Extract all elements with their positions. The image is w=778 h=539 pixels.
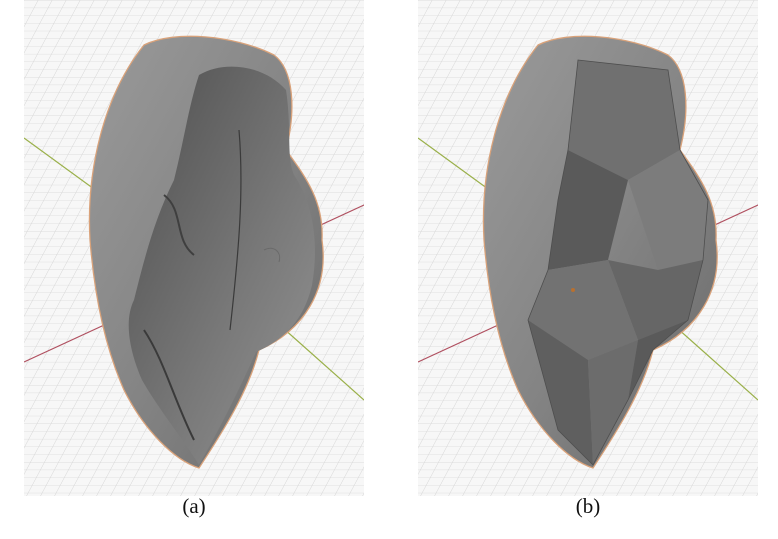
- panel-a-viewport: [24, 0, 364, 496]
- mesh-flat-cut-surface: [527, 59, 709, 466]
- caption-b: (b): [575, 494, 601, 518]
- mesh-cut-surface: [128, 66, 315, 465]
- panel-b-viewport: [418, 0, 758, 496]
- caption-a: (a): [182, 494, 206, 518]
- panel-b-scene: [418, 0, 758, 496]
- panel-a-scene: [24, 0, 364, 496]
